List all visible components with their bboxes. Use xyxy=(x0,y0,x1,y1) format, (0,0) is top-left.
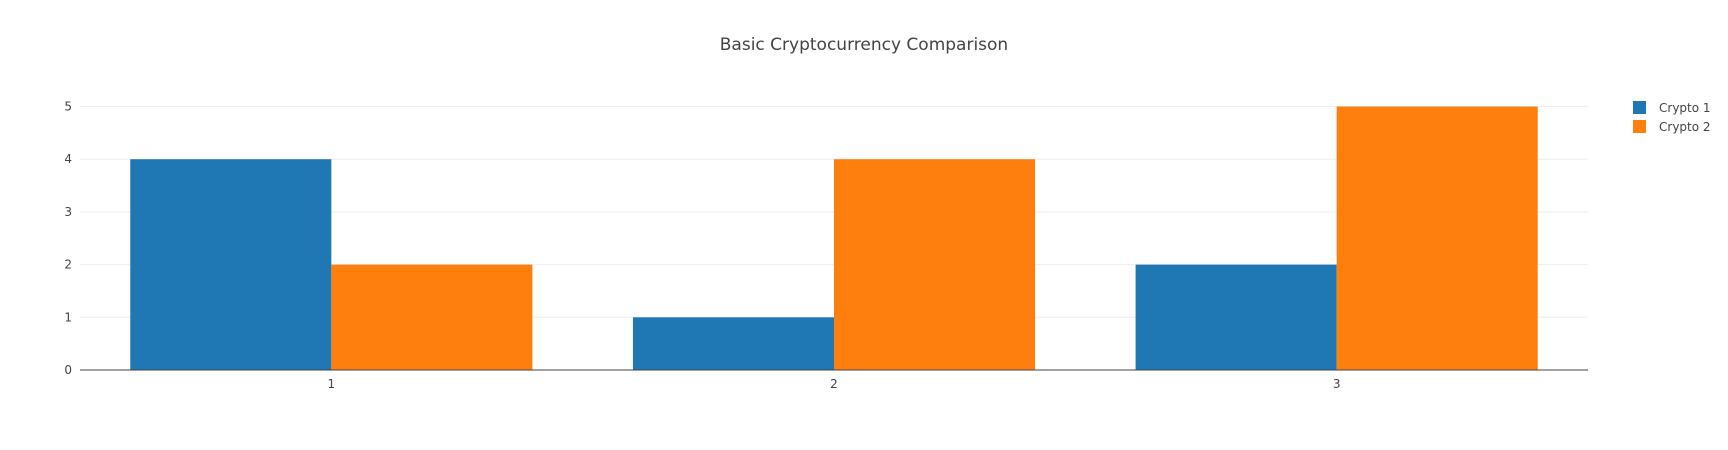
bar-crypto-2-cat-1[interactable] xyxy=(331,264,533,370)
legend-label: Crypto 1 xyxy=(1659,101,1711,115)
y-tick-label: 3 xyxy=(64,205,72,219)
legend-item-crypto-2[interactable]: Crypto 2 xyxy=(1633,120,1711,134)
bar-crypto-2-cat-3[interactable] xyxy=(1336,106,1538,371)
bars xyxy=(130,106,1538,371)
legend-swatch xyxy=(1633,120,1646,133)
bar-crypto-2-cat-2[interactable] xyxy=(834,159,1036,370)
legend-label: Crypto 2 xyxy=(1659,120,1711,134)
y-tick-label: 2 xyxy=(64,258,72,272)
y-tick-label: 5 xyxy=(64,100,72,114)
axes: 0 1 2 3 4 5 1 2 3 xyxy=(64,100,1588,391)
legend-swatch xyxy=(1633,101,1646,114)
bar-crypto-1-cat-2[interactable] xyxy=(632,317,834,370)
bar-crypto-1-cat-3[interactable] xyxy=(1135,264,1337,370)
y-tick-label: 1 xyxy=(64,310,72,324)
x-tick-label: 3 xyxy=(1333,377,1341,391)
chart-title: Basic Cryptocurrency Comparison xyxy=(720,35,1008,55)
x-tick-label: 1 xyxy=(328,377,336,391)
x-tick-label: 2 xyxy=(830,377,838,391)
legend[interactable]: Crypto 1 Crypto 2 xyxy=(1633,101,1711,134)
y-tick-label: 0 xyxy=(64,363,72,377)
y-tick-label: 4 xyxy=(64,152,72,166)
bar-crypto-1-cat-1[interactable] xyxy=(130,159,332,370)
legend-item-crypto-1[interactable]: Crypto 1 xyxy=(1633,101,1711,115)
